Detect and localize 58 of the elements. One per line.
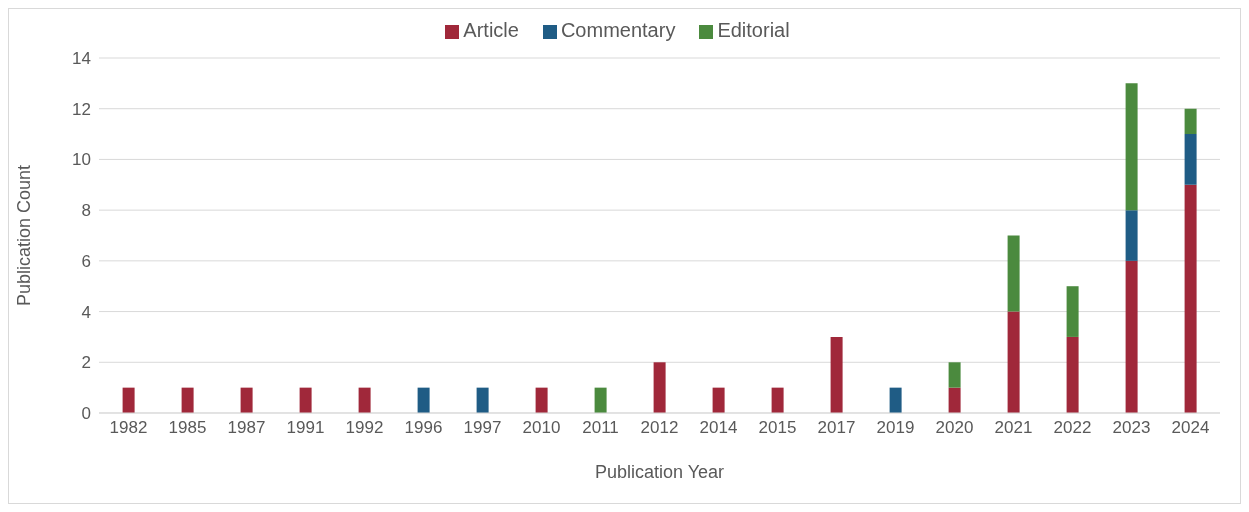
- bar: [594, 387, 607, 413]
- bar: [1184, 134, 1197, 185]
- bar: [299, 387, 312, 413]
- y-tick-label: 10: [72, 150, 91, 170]
- x-tick-label: 2014: [699, 418, 738, 438]
- legend-label: Article: [463, 19, 519, 41]
- bar: [1125, 83, 1138, 211]
- x-tick-label: 2012: [640, 418, 679, 438]
- x-tick-label: 1985: [168, 418, 207, 438]
- bar: [358, 387, 371, 413]
- x-tick-label: 1991: [286, 418, 325, 438]
- x-tick-label: 2024: [1171, 418, 1210, 438]
- y-tick-label: 4: [81, 302, 91, 322]
- bar: [1066, 336, 1079, 413]
- bar: [1007, 311, 1020, 413]
- y-tick-label: 0: [81, 404, 91, 424]
- x-tick-label: 1987: [227, 418, 266, 438]
- bar: [1066, 286, 1079, 337]
- y-tick-label: 14: [72, 49, 91, 69]
- y-tick-label: 8: [81, 201, 91, 221]
- x-tick-label: 1997: [463, 418, 502, 438]
- y-tick-label: 6: [81, 251, 91, 271]
- bar: [476, 387, 489, 413]
- y-tick-label: 12: [72, 99, 91, 119]
- bar: [535, 387, 548, 413]
- bar: [1184, 108, 1197, 135]
- legend-label: Commentary: [560, 19, 676, 41]
- bar: [1125, 210, 1138, 261]
- x-tick-label: 1982: [109, 418, 148, 438]
- bar: [948, 387, 961, 413]
- x-tick-label: 2020: [935, 418, 974, 438]
- x-tick-label: 2023: [1112, 418, 1151, 438]
- bar: [1007, 235, 1020, 312]
- x-tick-label: 2021: [994, 418, 1033, 438]
- legend-label: Editorial: [717, 19, 790, 41]
- x-tick-label: 2010: [522, 418, 561, 438]
- bar: [771, 387, 784, 413]
- bar: [830, 336, 843, 413]
- x-tick-label: 2011: [582, 418, 619, 438]
- bar: [417, 387, 430, 413]
- bar: [1184, 184, 1197, 413]
- x-axis-title: Publication Year: [594, 462, 725, 482]
- x-tick-label: 2017: [817, 418, 856, 438]
- bar: [181, 387, 194, 413]
- bar: [948, 362, 961, 388]
- y-axis-title: Publication Count: [14, 164, 35, 307]
- x-tick-label: 2019: [876, 418, 915, 438]
- y-tick-label: 2: [81, 353, 91, 373]
- x-tick-label: 1996: [404, 418, 443, 438]
- bar: [240, 387, 253, 413]
- x-tick-label: 2022: [1053, 418, 1092, 438]
- bar: [122, 387, 135, 413]
- x-tick-label: 1992: [345, 418, 384, 438]
- bar: [712, 387, 725, 413]
- bar: [889, 387, 902, 413]
- bar: [653, 362, 666, 413]
- bar: [1125, 260, 1138, 413]
- x-tick-label: 2015: [758, 418, 797, 438]
